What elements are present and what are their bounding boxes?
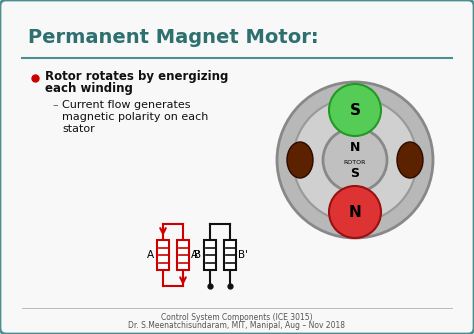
Text: S: S (349, 103, 361, 118)
Circle shape (277, 82, 433, 238)
Text: magnetic polarity on each: magnetic polarity on each (62, 112, 209, 122)
Bar (157, 240, 169, 270)
Circle shape (329, 84, 381, 136)
Text: A': A' (191, 250, 201, 260)
Circle shape (293, 98, 417, 222)
Text: Current flow generates: Current flow generates (62, 100, 191, 110)
Bar (224, 240, 236, 270)
Text: Permanent Magnet Motor:: Permanent Magnet Motor: (28, 28, 319, 47)
Text: Rotor rotates by energizing: Rotor rotates by energizing (45, 70, 228, 83)
Text: N: N (348, 204, 361, 219)
Ellipse shape (397, 142, 423, 178)
Text: stator: stator (62, 124, 95, 134)
Ellipse shape (287, 142, 313, 178)
Text: Dr. S.Meenatchisundaram, MIT, Manipal, Aug – Nov 2018: Dr. S.Meenatchisundaram, MIT, Manipal, A… (128, 321, 346, 330)
Bar (204, 240, 216, 270)
Bar (177, 240, 189, 270)
Text: B': B' (238, 250, 248, 260)
Text: Control System Components (ICE 3015): Control System Components (ICE 3015) (161, 313, 313, 322)
Text: B: B (194, 250, 201, 260)
Text: each winding: each winding (45, 82, 133, 95)
Circle shape (329, 186, 381, 238)
Circle shape (323, 128, 387, 192)
Text: S: S (350, 167, 359, 179)
Text: A: A (147, 250, 154, 260)
Text: N: N (350, 141, 360, 154)
Text: ROTOR: ROTOR (344, 160, 366, 165)
Text: –: – (52, 100, 58, 110)
